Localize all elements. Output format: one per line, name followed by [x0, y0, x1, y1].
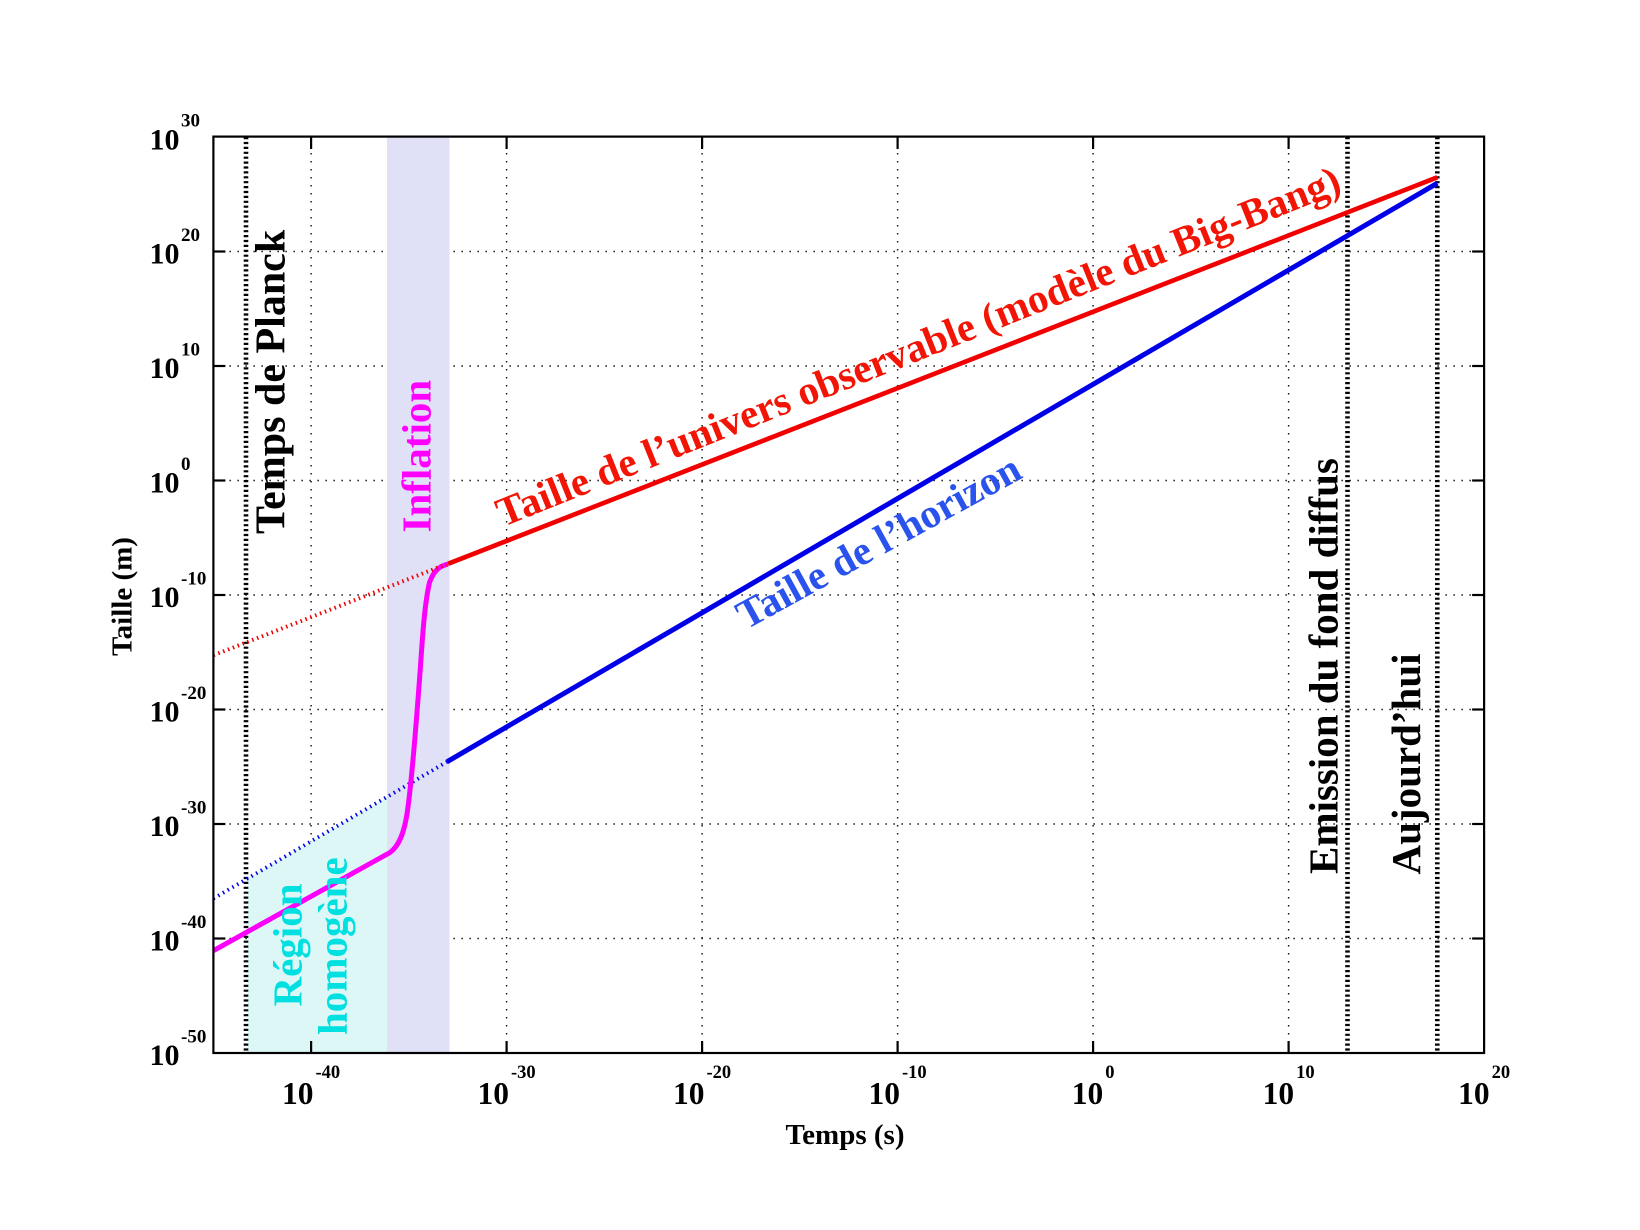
- svg-text:Emission du fond diffus: Emission du fond diffus: [1301, 458, 1347, 874]
- svg-text:10: 10: [150, 581, 180, 614]
- svg-text:10: 10: [150, 123, 180, 156]
- svg-text:10: 10: [181, 339, 200, 360]
- svg-text:10: 10: [150, 696, 180, 729]
- svg-text:10: 10: [673, 1076, 705, 1111]
- svg-text:Aujourd’hui: Aujourd’hui: [1383, 653, 1429, 874]
- svg-text:Temps de Planck: Temps de Planck: [249, 229, 295, 534]
- svg-text:homogène: homogène: [309, 857, 355, 1035]
- svg-text:-20: -20: [181, 683, 206, 704]
- svg-text:10: 10: [150, 1039, 180, 1072]
- svg-text:0: 0: [181, 454, 191, 475]
- svg-text:0: 0: [1105, 1063, 1114, 1083]
- svg-text:20: 20: [181, 225, 200, 246]
- svg-text:10: 10: [1458, 1076, 1490, 1111]
- svg-text:10: 10: [150, 467, 180, 500]
- svg-text:20: 20: [1492, 1063, 1511, 1083]
- svg-text:Temps (s): Temps (s): [786, 1119, 905, 1151]
- svg-text:-40: -40: [181, 912, 206, 933]
- svg-text:-40: -40: [316, 1063, 341, 1083]
- svg-text:10: 10: [150, 925, 180, 958]
- svg-text:10: 10: [282, 1076, 314, 1111]
- svg-text:-10: -10: [902, 1063, 927, 1083]
- svg-text:10: 10: [1263, 1076, 1295, 1111]
- svg-text:10: 10: [869, 1076, 901, 1111]
- svg-text:10: 10: [1072, 1076, 1104, 1111]
- svg-text:30: 30: [181, 111, 200, 132]
- svg-text:10: 10: [150, 238, 180, 271]
- svg-text:Taille (m): Taille (m): [107, 537, 139, 656]
- svg-text:-10: -10: [181, 568, 206, 589]
- svg-text:Région: Région: [265, 883, 311, 1006]
- svg-text:-20: -20: [707, 1063, 732, 1083]
- svg-text:Inflation: Inflation: [394, 380, 440, 533]
- svg-text:10: 10: [1296, 1063, 1315, 1083]
- svg-text:-30: -30: [511, 1063, 536, 1083]
- svg-text:10: 10: [478, 1076, 510, 1111]
- svg-text:-50: -50: [181, 1026, 206, 1047]
- svg-text:10: 10: [150, 810, 180, 843]
- svg-text:-30: -30: [181, 797, 206, 818]
- svg-text:10: 10: [150, 352, 180, 385]
